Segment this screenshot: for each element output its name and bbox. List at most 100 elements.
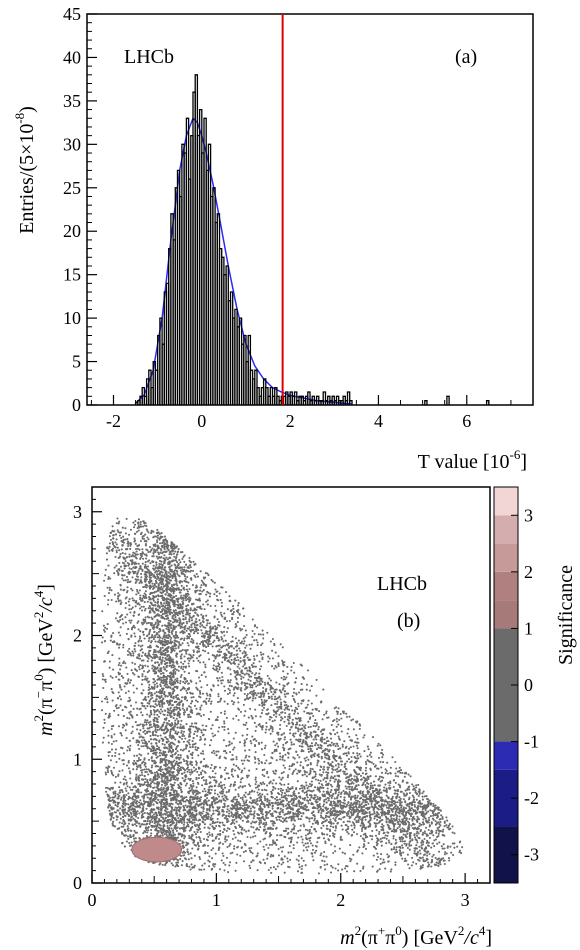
event-point	[297, 836, 300, 839]
event-point	[157, 669, 160, 672]
event-point	[232, 798, 235, 801]
event-point	[319, 730, 323, 733]
event-point	[296, 708, 299, 711]
event-point	[125, 840, 129, 843]
event-point	[240, 642, 243, 645]
event-point	[130, 841, 133, 844]
event-point	[104, 626, 107, 629]
event-point	[437, 811, 441, 814]
event-point	[419, 829, 422, 832]
event-point	[136, 572, 139, 576]
event-point	[400, 806, 403, 809]
event-point	[362, 865, 365, 868]
event-point	[144, 628, 147, 631]
event-point	[265, 759, 268, 762]
event-point	[140, 525, 143, 528]
event-point	[173, 793, 177, 796]
event-point	[120, 734, 123, 737]
event-point	[280, 834, 283, 837]
event-point	[250, 846, 253, 850]
event-point	[308, 782, 312, 786]
event-point	[119, 798, 123, 801]
event-point	[315, 849, 318, 852]
event-point	[386, 817, 390, 820]
event-point	[398, 809, 401, 812]
event-point	[110, 771, 113, 774]
event-point	[205, 725, 208, 728]
event-point	[251, 686, 254, 689]
event-point	[137, 816, 140, 820]
event-point	[106, 603, 110, 606]
event-point	[322, 790, 325, 793]
event-point	[321, 859, 324, 862]
event-point	[186, 657, 189, 660]
event-point	[158, 556, 161, 559]
event-point	[152, 803, 155, 806]
event-point	[261, 769, 264, 772]
event-point	[203, 823, 207, 826]
event-point	[187, 644, 190, 647]
event-point	[142, 670, 146, 673]
y-tick-label-a: 10	[63, 308, 81, 328]
event-point	[128, 681, 131, 684]
event-point	[418, 811, 421, 814]
event-point	[248, 864, 251, 867]
event-point	[145, 807, 148, 810]
event-point	[159, 651, 162, 654]
event-point	[135, 831, 138, 834]
event-point	[295, 750, 298, 753]
event-point	[255, 780, 258, 783]
event-point	[429, 815, 432, 818]
event-point	[241, 734, 244, 737]
event-point	[131, 650, 134, 653]
event-point	[148, 726, 151, 729]
event-point	[441, 830, 444, 833]
event-point	[135, 754, 139, 757]
event-point	[225, 630, 229, 634]
event-point	[132, 691, 135, 694]
x-tick-label-a: -2	[106, 411, 121, 431]
event-point	[152, 564, 155, 567]
event-point	[312, 714, 315, 718]
event-point	[359, 755, 362, 758]
event-point	[334, 867, 337, 870]
event-point	[152, 678, 156, 681]
event-point	[161, 597, 164, 600]
event-point	[256, 626, 259, 629]
event-point	[141, 666, 145, 669]
event-point	[306, 849, 309, 852]
event-point	[147, 695, 150, 698]
event-point	[287, 790, 290, 793]
event-point	[172, 717, 175, 720]
event-point	[188, 625, 191, 629]
event-point	[166, 824, 169, 828]
event-point	[185, 782, 188, 785]
event-point	[333, 797, 336, 800]
event-point	[190, 816, 193, 819]
event-point	[212, 797, 215, 800]
event-point	[329, 812, 332, 816]
event-point	[272, 770, 275, 773]
event-point	[180, 661, 183, 664]
event-point	[302, 844, 305, 847]
event-point	[136, 728, 139, 731]
event-point	[398, 770, 401, 773]
event-point	[280, 701, 283, 704]
event-point	[202, 837, 206, 841]
event-point	[193, 704, 197, 707]
event-point	[168, 804, 171, 807]
event-point	[458, 849, 462, 852]
event-point	[183, 854, 186, 857]
event-point	[190, 863, 193, 866]
event-point	[138, 635, 142, 638]
event-point	[177, 562, 180, 565]
event-point	[145, 622, 148, 625]
event-point	[263, 797, 267, 800]
event-point	[203, 826, 206, 829]
event-point	[179, 675, 182, 679]
event-point	[182, 819, 186, 822]
event-point	[261, 629, 264, 632]
event-point	[179, 839, 182, 842]
event-point	[130, 782, 133, 785]
event-point	[377, 742, 380, 745]
